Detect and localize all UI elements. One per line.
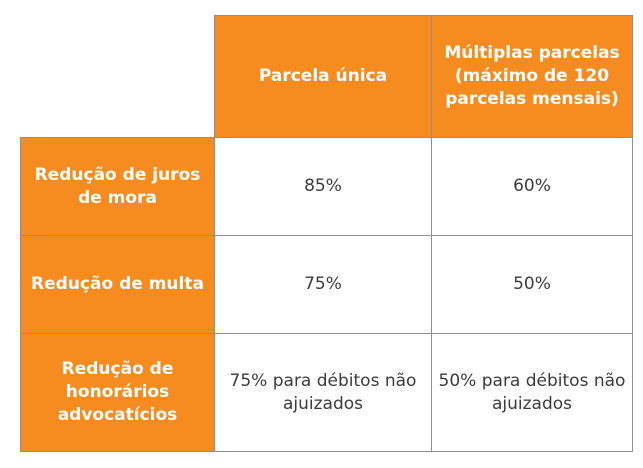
table-cell: 75% para débitos não ajuizados (214, 333, 432, 452)
discount-table: Parcela única Múltiplas parcelas (máximo… (20, 15, 633, 452)
row-header-fees-reduction: Redução de honorários advocatícios (20, 333, 215, 452)
row-header-interest-reduction: Redução de juros de mora (20, 137, 215, 236)
header-row: Parcela única Múltiplas parcelas (máximo… (20, 15, 633, 138)
table-row: Redução de multa 75% 50% (20, 235, 633, 334)
table-row: Redução de juros de mora 85% 60% (20, 137, 633, 236)
table-cell: 85% (214, 137, 432, 236)
column-header-multiple-payments: Múltiplas parcelas (máximo de 120 parcel… (431, 15, 633, 138)
table-cell: 50% para débitos não ajuizados (431, 333, 633, 452)
column-header-single-payment: Parcela única (214, 15, 432, 138)
row-header-fine-reduction: Redução de multa (20, 235, 215, 334)
table-cell: 50% (431, 235, 633, 334)
discount-table-container: Parcela única Múltiplas parcelas (máximo… (20, 15, 633, 452)
table-row: Redução de honorários advocatícios 75% p… (20, 333, 633, 452)
table-cell: 75% (214, 235, 432, 334)
table-cell: 60% (431, 137, 633, 236)
empty-corner-cell (20, 15, 215, 138)
